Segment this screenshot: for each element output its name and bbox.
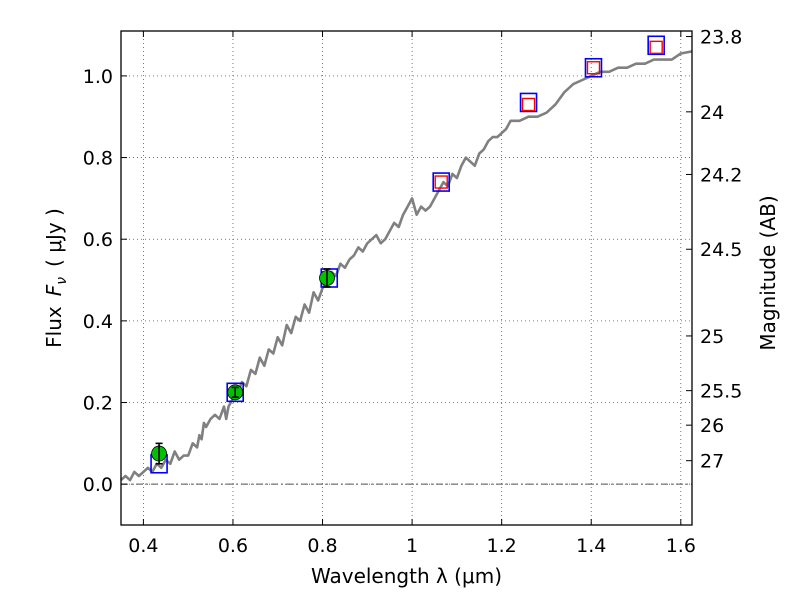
magnitude-tick-label: 24.2 [700,164,742,186]
y-axis-label-symbol: F [42,284,66,296]
grid [121,31,692,525]
magnitude-tick-label: 24 [700,102,724,124]
y-axis-label-subscript: ν [54,277,70,285]
magnitude-tick-label: 26 [700,415,724,437]
magnitude-tick-label: 25 [700,326,724,348]
right-axis-label: Magnitude (AB) [756,195,780,350]
y-tick-label: 0.0 [83,474,113,496]
x-tick-label: 0.4 [128,535,158,557]
model-photometry-marker [519,92,538,113]
plot-frame [120,30,693,526]
y-tick-label: 0.6 [83,229,113,251]
y-tick-label: 0.8 [83,148,113,170]
model-photometry-marker [584,57,603,78]
magnitude-tick-label: 27 [700,451,724,473]
x-tick-label: 1 [406,535,418,557]
magnitude-tick-label: 24.5 [700,239,742,261]
model-spectrum-line [120,50,693,482]
ir-photometry-marker [521,97,536,112]
ir-photometry-marker [434,175,448,189]
magnitude-tick-label: 23.8 [700,27,742,49]
model-photometry-marker [432,172,451,192]
marker-layer [150,35,665,474]
ir-photometry-marker [649,40,663,55]
x-tick-label: 0.8 [307,535,337,557]
y-tick-label: 0.4 [83,311,113,333]
y-tick-label: 1.0 [83,66,113,88]
y-tick-label: 0.2 [83,393,113,415]
x-axis-label: Wavelength λ (μm) [311,564,502,588]
x-tick-label: 1.6 [666,535,696,557]
model-photometry-marker [647,35,665,56]
tick-layer: 0.4 0.6 0.8 1 1.2 1.4 1.6 0.0 0.2 0.4 0.6 0.8 1.0 23.… [83,27,743,557]
x-tick-label: 1.4 [576,535,606,557]
y-axis-label: Flux Fν ( μJy ) [42,208,70,348]
y-axis-label-units: ( μJy ) [42,208,66,267]
magnitude-tick-label: 25.5 [700,381,742,403]
ir-photometry-marker [586,61,601,75]
y-axis-label-prefix: Flux [42,306,66,348]
model-photometry-marker [226,382,244,403]
x-tick-label: 0.6 [218,535,248,557]
x-tick-label: 1.2 [487,535,517,557]
series-layer [120,50,693,482]
